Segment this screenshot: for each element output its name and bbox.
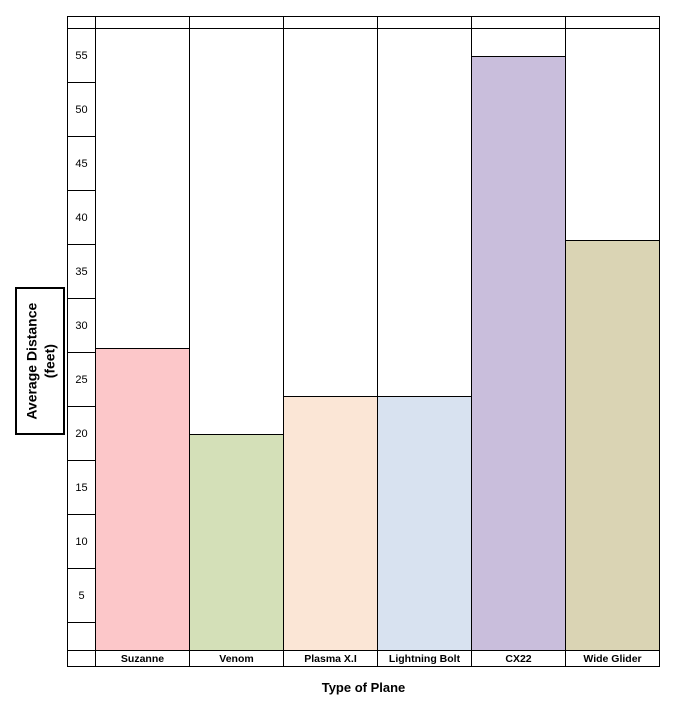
bar-cx22 — [472, 56, 565, 650]
y-axis-title-line1: Average Distance — [22, 302, 39, 420]
x-axis-title-wrap: Type of Plane — [67, 679, 660, 697]
header-axis-cell — [68, 17, 96, 28]
bar-column-wide-glider — [566, 29, 659, 650]
y-axis-title-box: Average Distance (feet) — [15, 287, 65, 435]
bar-column-lightning-bolt — [378, 29, 472, 650]
y-tick-label: 40 — [68, 191, 95, 245]
chart-area: 55 50 45 40 35 30 25 20 15 10 5 — [67, 16, 660, 667]
y-axis-tick-column: 55 50 45 40 35 30 25 20 15 10 5 — [68, 29, 96, 650]
y-tick-label: 20 — [68, 407, 95, 461]
category-label-venom: Venom — [190, 651, 284, 666]
y-axis-title: Average Distance (feet) — [22, 303, 58, 420]
bar-plasma-xi — [284, 396, 377, 650]
bar-column-venom — [190, 29, 284, 650]
header-cell — [190, 17, 284, 28]
y-tick-label: 50 — [68, 83, 95, 137]
y-tick-label: 5 — [68, 569, 95, 623]
header-cell — [378, 17, 472, 28]
y-tick-label: 30 — [68, 299, 95, 353]
category-label-suzanne: Suzanne — [96, 651, 190, 666]
category-label-cx22: CX22 — [472, 651, 566, 666]
x-axis-title: Type of Plane — [321, 680, 406, 695]
header-cell — [284, 17, 378, 28]
y-tick-label: 25 — [68, 353, 95, 407]
y-tick-label: 15 — [68, 461, 95, 515]
y-tick-label: 10 — [68, 515, 95, 569]
y-tick-label: 45 — [68, 137, 95, 191]
bar-suzanne — [96, 347, 189, 650]
y-axis-title-line2: (feet) — [41, 343, 58, 379]
chart-header-strip — [68, 17, 659, 29]
bar-lightning-bolt — [378, 396, 471, 650]
y-tick-label: 35 — [68, 245, 95, 299]
x-axis-category-row: Suzanne Venom Plasma X.I Lightning Bolt … — [68, 650, 659, 666]
header-cell — [96, 17, 190, 28]
header-cell — [566, 17, 659, 28]
bar-column-plasma-xi — [284, 29, 378, 650]
bar-wide-glider — [566, 239, 659, 650]
category-label-wide-glider: Wide Glider — [583, 652, 642, 665]
header-cell — [472, 17, 566, 28]
category-label-plasma-xi: Plasma X.I — [284, 651, 378, 666]
bar-venom — [190, 434, 283, 650]
plot-body: 55 50 45 40 35 30 25 20 15 10 5 — [68, 29, 659, 650]
y-tick-label: 55 — [68, 29, 95, 83]
bar-column-suzanne — [96, 29, 190, 650]
footer-axis-cell — [68, 651, 96, 666]
y-axis-bottom-band — [68, 623, 95, 650]
category-label-lightning-bolt: Lightning Bolt — [378, 651, 472, 666]
bar-column-cx22 — [472, 29, 566, 650]
